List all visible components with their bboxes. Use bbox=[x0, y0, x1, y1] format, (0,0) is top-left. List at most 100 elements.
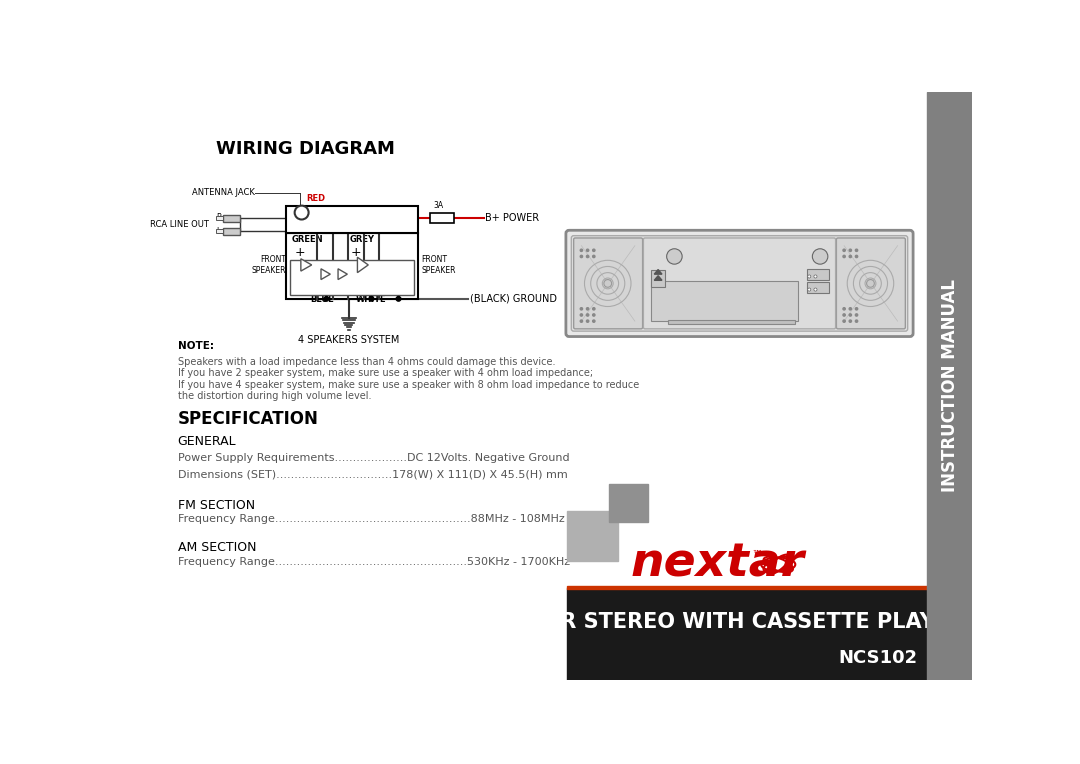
Text: NOTE:: NOTE: bbox=[177, 342, 214, 351]
Circle shape bbox=[580, 255, 582, 257]
Text: TUNE: TUNE bbox=[831, 244, 845, 250]
Text: AM SECTION: AM SECTION bbox=[177, 542, 256, 555]
Circle shape bbox=[843, 249, 846, 251]
Text: −: − bbox=[351, 269, 361, 282]
Text: INSTRUCTION MANUAL: INSTRUCTION MANUAL bbox=[941, 280, 959, 492]
Bar bbox=[286, 206, 418, 233]
Text: RED: RED bbox=[306, 194, 325, 203]
Text: nextar: nextar bbox=[631, 542, 805, 587]
Text: the distortion during high volume level.: the distortion during high volume level. bbox=[177, 391, 372, 401]
Bar bbox=[216, 215, 222, 220]
Circle shape bbox=[843, 314, 846, 316]
Text: If you have 4 speaker system, make sure use a speaker with 8 ohm load impedance : If you have 4 speaker system, make sure … bbox=[177, 380, 639, 390]
Bar bbox=[651, 281, 798, 321]
Circle shape bbox=[593, 308, 595, 310]
Bar bbox=[567, 586, 927, 589]
Circle shape bbox=[369, 296, 374, 301]
Circle shape bbox=[849, 255, 851, 257]
Text: ON/VOL: ON/VOL bbox=[646, 246, 665, 251]
Text: +: + bbox=[351, 246, 361, 259]
Text: BLUE: BLUE bbox=[311, 295, 335, 304]
FancyBboxPatch shape bbox=[644, 238, 836, 329]
Polygon shape bbox=[654, 276, 662, 280]
Text: RCA LINE OUT: RCA LINE OUT bbox=[150, 220, 208, 229]
Circle shape bbox=[324, 296, 328, 301]
Text: GENERAL: GENERAL bbox=[177, 435, 237, 448]
FancyBboxPatch shape bbox=[571, 235, 907, 331]
Polygon shape bbox=[301, 259, 312, 271]
Text: ST: ST bbox=[818, 254, 823, 259]
Text: FM  60  81  94  98  103  108  KHz: FM 60 81 94 98 103 108 KHz bbox=[685, 251, 780, 256]
Circle shape bbox=[812, 249, 828, 264]
Text: L: L bbox=[306, 261, 309, 267]
FancyBboxPatch shape bbox=[573, 238, 643, 329]
Text: NCS102: NCS102 bbox=[839, 649, 918, 668]
Bar bbox=[286, 233, 418, 299]
Text: −: − bbox=[295, 269, 306, 282]
Circle shape bbox=[586, 308, 589, 310]
Text: GREY: GREY bbox=[350, 235, 375, 244]
Text: ANTENNA JACK: ANTENNA JACK bbox=[192, 188, 255, 197]
Text: SPECIFICATION: SPECIFICATION bbox=[177, 410, 319, 429]
Circle shape bbox=[843, 255, 846, 257]
Text: 4 SPEAKERS SYSTEM: 4 SPEAKERS SYSTEM bbox=[298, 335, 400, 345]
Circle shape bbox=[849, 314, 851, 316]
Circle shape bbox=[814, 288, 816, 291]
Text: WHITE: WHITE bbox=[291, 233, 321, 241]
Text: B+ POWER: B+ POWER bbox=[485, 213, 539, 223]
Text: RED: RED bbox=[380, 209, 401, 219]
Text: Frequency Range......................................................88MHz - 108: Frequency Range.........................… bbox=[177, 514, 565, 524]
Text: Power Supply Requirements....................DC 12Volts. Negative Ground: Power Supply Requirements...............… bbox=[177, 453, 569, 463]
Bar bbox=[222, 228, 240, 235]
Text: BAL: BAL bbox=[831, 260, 840, 265]
Circle shape bbox=[808, 288, 811, 291]
Circle shape bbox=[586, 255, 589, 257]
Circle shape bbox=[593, 320, 595, 322]
Text: GREEN: GREEN bbox=[292, 235, 323, 244]
Bar bbox=[222, 215, 240, 222]
Circle shape bbox=[855, 255, 858, 257]
Text: If you have 2 speaker system, make sure use a speaker with 4 ohm load impedance;: If you have 2 speaker system, make sure … bbox=[177, 368, 593, 378]
Circle shape bbox=[593, 249, 595, 251]
Circle shape bbox=[580, 314, 582, 316]
Bar bbox=[567, 588, 927, 680]
Bar bbox=[927, 92, 972, 680]
Circle shape bbox=[295, 206, 309, 219]
Text: ™: ™ bbox=[751, 549, 762, 559]
Circle shape bbox=[593, 255, 595, 257]
Text: AM  540 620 750 900 1200 1600  KHz: AM 540 620 750 900 1200 1600 KHz bbox=[685, 244, 783, 250]
Text: L: L bbox=[324, 272, 327, 277]
Bar bbox=[609, 484, 648, 522]
Text: +: + bbox=[321, 276, 332, 289]
Text: R: R bbox=[341, 272, 345, 277]
Circle shape bbox=[580, 249, 582, 251]
Circle shape bbox=[666, 249, 683, 264]
Text: WIRING DIAGRAM: WIRING DIAGRAM bbox=[216, 140, 395, 157]
Bar bbox=[807, 269, 828, 280]
Text: +: + bbox=[337, 276, 348, 289]
Bar bbox=[807, 282, 828, 293]
Text: Frequency Range.....................................................530KHz - 170: Frequency Range.........................… bbox=[177, 557, 570, 567]
Circle shape bbox=[586, 249, 589, 251]
Bar bbox=[291, 261, 414, 295]
Bar bbox=[567, 510, 618, 561]
Bar bbox=[669, 319, 795, 324]
Bar bbox=[430, 212, 455, 223]
Text: EJECT: EJECT bbox=[652, 289, 664, 293]
Text: 3A: 3A bbox=[434, 201, 444, 210]
Text: −: − bbox=[321, 257, 332, 270]
Text: −: − bbox=[337, 257, 348, 270]
Circle shape bbox=[855, 308, 858, 310]
Text: +: + bbox=[295, 246, 306, 259]
Polygon shape bbox=[321, 269, 330, 280]
Polygon shape bbox=[357, 257, 368, 273]
Circle shape bbox=[855, 314, 858, 316]
Text: L.: L. bbox=[216, 227, 222, 235]
Text: WHITE: WHITE bbox=[356, 295, 387, 304]
Text: Speakers with a load impedance less than 4 ohms could damage this device.: Speakers with a load impedance less than… bbox=[177, 357, 555, 367]
Bar bbox=[651, 270, 665, 287]
Circle shape bbox=[604, 280, 611, 287]
Circle shape bbox=[849, 249, 851, 251]
Polygon shape bbox=[654, 270, 662, 274]
Circle shape bbox=[849, 308, 851, 310]
